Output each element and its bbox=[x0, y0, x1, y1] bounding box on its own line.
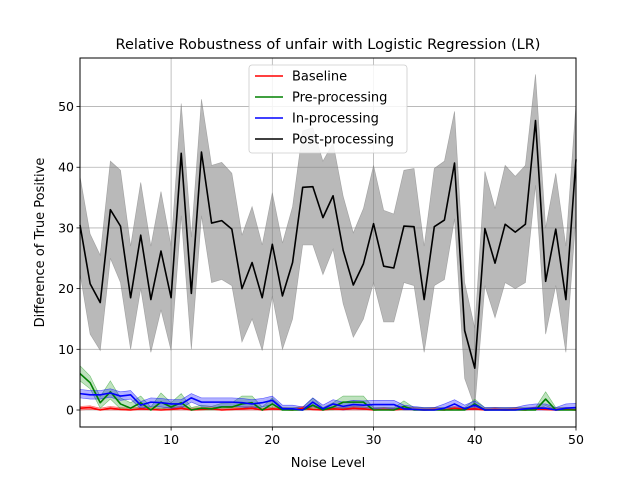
y-tick-label: 40 bbox=[58, 160, 74, 175]
plot-frame bbox=[79, 57, 577, 428]
y-tick-label: 0 bbox=[66, 403, 74, 418]
axis-ticks: 10 20 30 40 50 0 10 20 30 40 50 bbox=[58, 99, 584, 447]
y-tick-label: 10 bbox=[58, 342, 74, 357]
legend-label: Post-processing bbox=[292, 133, 394, 148]
legend: Baseline Pre-processing In-processing Post-… bbox=[248, 64, 408, 154]
legend-box bbox=[248, 64, 408, 154]
x-tick-label: 50 bbox=[568, 432, 584, 447]
x-tick-label: 10 bbox=[163, 432, 179, 447]
x-tick-label: 20 bbox=[264, 432, 280, 447]
legend-label: Pre-processing bbox=[292, 91, 387, 106]
y-tick-label: 20 bbox=[58, 281, 74, 296]
legend-label: Baseline bbox=[292, 70, 347, 85]
y-tick-label: 30 bbox=[58, 220, 74, 235]
legend-label: In-processing bbox=[292, 112, 379, 127]
line-in-processing bbox=[79, 392, 577, 411]
line-post-processing bbox=[79, 119, 577, 369]
x-tick-label: 30 bbox=[366, 432, 382, 447]
x-axis-label: Noise Level bbox=[291, 456, 366, 471]
y-tick-label: 50 bbox=[58, 99, 74, 114]
x-tick-label: 40 bbox=[467, 432, 483, 447]
series-lines bbox=[79, 119, 577, 411]
chart-title: Relative Robustness of unfair with Logis… bbox=[116, 37, 541, 53]
y-axis-label: Difference of True Positive bbox=[33, 158, 48, 328]
